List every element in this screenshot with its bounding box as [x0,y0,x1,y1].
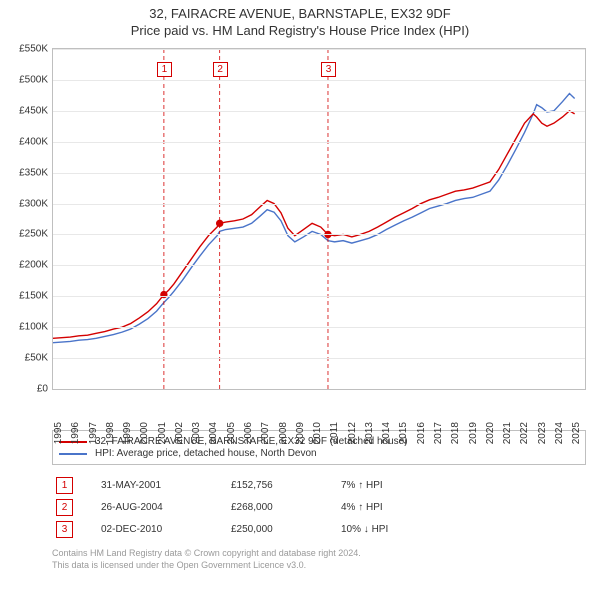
x-tick-label: 2007 [260,422,271,444]
transaction-date: 31-MAY-2001 [101,480,231,491]
x-tick-label: 2018 [450,422,461,444]
transaction-marker-box: 2 [213,62,228,77]
footer-line1: Contains HM Land Registry data © Crown c… [52,548,586,560]
chart-plot-area [52,48,586,390]
transaction-marker-box: 1 [157,62,172,77]
y-tick-label: £100K [4,322,48,333]
gridline-h [53,111,585,112]
x-tick-label: 2025 [571,422,582,444]
x-tick-label: 1996 [70,422,81,444]
gridline-h [53,49,585,50]
x-tick-label: 2019 [468,422,479,444]
x-tick-label: 2011 [329,422,340,444]
x-tick-label: 2021 [502,422,513,444]
gridline-h [53,358,585,359]
transaction-index-box: 2 [56,499,73,516]
x-tick-label: 2015 [398,422,409,444]
transaction-index-box: 1 [56,477,73,494]
transaction-pct: 7% ↑ HPI [341,480,491,491]
transaction-row: 2 26-AUG-2004£268,0004% ↑ HPI [52,496,586,518]
transaction-date: 26-AUG-2004 [101,502,231,513]
legend-swatch [59,453,87,455]
x-tick-label: 1998 [105,422,116,444]
footer-line2: This data is licensed under the Open Gov… [52,560,586,572]
gridline-h [53,234,585,235]
y-tick-label: £300K [4,198,48,209]
y-tick-label: £0 [4,384,48,395]
transaction-row: 3 02-DEC-2010£250,00010% ↓ HPI [52,518,586,540]
chart-title-line1: 32, FAIRACRE AVENUE, BARNSTAPLE, EX32 9D… [0,6,600,21]
legend-label: HPI: Average price, detached house, Nort… [95,448,317,459]
x-tick-label: 2002 [174,422,185,444]
x-tick-label: 2001 [157,422,168,444]
transaction-price: £250,000 [231,524,341,535]
gridline-h [53,142,585,143]
gridline-h [53,265,585,266]
transaction-price: £268,000 [231,502,341,513]
gridline-h [53,204,585,205]
x-tick-label: 1995 [53,422,64,444]
x-tick-label: 1999 [122,422,133,444]
transaction-date: 02-DEC-2010 [101,524,231,535]
transaction-index-box: 3 [56,521,73,538]
y-tick-label: £500K [4,74,48,85]
gridline-h [53,327,585,328]
transaction-price: £152,756 [231,480,341,491]
transaction-marker-box: 3 [321,62,336,77]
x-tick-label: 1997 [88,422,99,444]
x-tick-label: 2009 [295,422,306,444]
gridline-h [53,173,585,174]
y-tick-label: £50K [4,353,48,364]
x-tick-label: 2017 [433,422,444,444]
y-tick-label: £450K [4,105,48,116]
x-tick-label: 2006 [243,422,254,444]
transaction-row: 1 31-MAY-2001£152,7567% ↑ HPI [52,474,586,496]
x-tick-label: 2000 [139,422,150,444]
footer-attribution: Contains HM Land Registry data © Crown c… [52,548,586,571]
x-tick-label: 2016 [416,422,427,444]
y-tick-label: £200K [4,260,48,271]
transaction-table: 1 31-MAY-2001£152,7567% ↑ HPI 2 26-AUG-2004… [52,474,586,540]
x-tick-label: 2004 [208,422,219,444]
y-tick-label: £350K [4,167,48,178]
transaction-pct: 4% ↑ HPI [341,502,491,513]
legend-item: HPI: Average price, detached house, Nort… [59,448,579,459]
gridline-h [53,80,585,81]
x-tick-label: 2014 [381,422,392,444]
y-tick-label: £550K [4,44,48,55]
gridline-h [53,296,585,297]
series-line [53,94,575,343]
x-tick-label: 2012 [347,422,358,444]
x-tick-label: 2013 [364,422,375,444]
x-tick-label: 2010 [312,422,323,444]
chart-svg [53,49,585,389]
series-line [53,111,575,338]
chart-title-line2: Price paid vs. HM Land Registry's House … [0,23,600,38]
x-tick-label: 2008 [278,422,289,444]
transaction-pct: 10% ↓ HPI [341,524,491,535]
y-tick-label: £400K [4,136,48,147]
x-tick-label: 2022 [519,422,530,444]
transaction-dot [216,220,222,226]
chart-title-block: 32, FAIRACRE AVENUE, BARNSTAPLE, EX32 9D… [0,0,600,38]
x-tick-label: 2003 [191,422,202,444]
x-tick-label: 2005 [226,422,237,444]
x-tick-label: 2023 [537,422,548,444]
y-tick-label: £250K [4,229,48,240]
y-tick-label: £150K [4,291,48,302]
x-tick-label: 2024 [554,422,565,444]
x-tick-label: 2020 [485,422,496,444]
